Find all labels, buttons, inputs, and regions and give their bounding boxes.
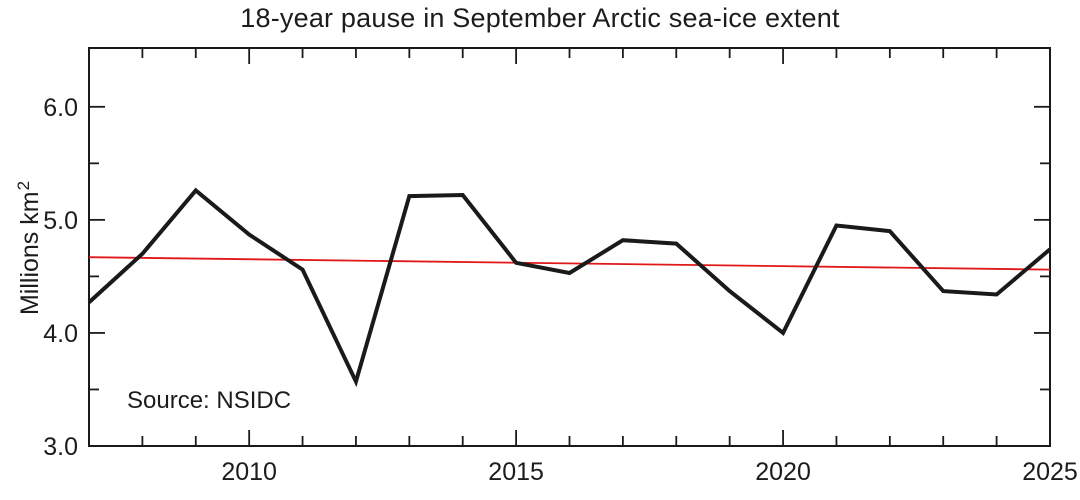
sea-ice-extent-line — [87, 187, 1052, 388]
chart-title: 18-year pause in September Arctic sea-ic… — [240, 3, 840, 33]
x-tick-label: 2020 — [755, 458, 811, 486]
y-tick-label: 5.0 — [43, 207, 78, 235]
x-tick-label: 2015 — [488, 458, 544, 486]
x-tick-label: 2010 — [221, 458, 277, 486]
y-axis-title-superscript: 2 — [14, 180, 33, 191]
y-tick-label: 4.0 — [43, 320, 78, 348]
y-axis-title-text: Millions km — [16, 191, 44, 316]
y-tick-label: 6.0 — [43, 94, 78, 122]
x-tick-label: 2025 — [1022, 458, 1078, 486]
trend-line — [88, 256, 1051, 271]
source-note: Source: NSIDC — [127, 387, 292, 414]
y-axis-title: Millions km2 — [14, 158, 48, 338]
y-tick-label: 3.0 — [43, 433, 78, 461]
